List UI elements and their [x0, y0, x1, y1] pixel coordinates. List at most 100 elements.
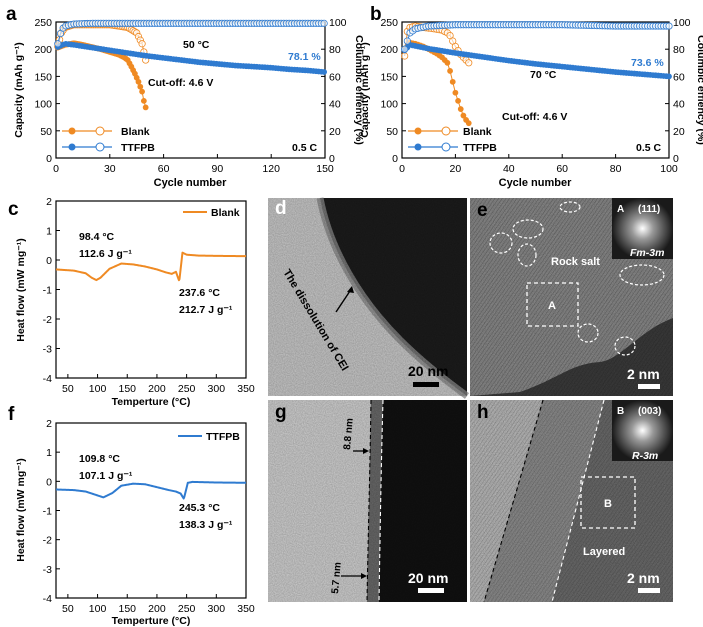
- y2-tick-label: 40: [673, 99, 685, 111]
- scale-bar-label-e: 2 nm: [627, 366, 660, 382]
- data-point: [666, 73, 672, 80]
- x-axis-label-c: Temperture (°C): [112, 396, 191, 408]
- data-point: [321, 69, 328, 75]
- region-label-e: A: [548, 300, 556, 312]
- x-tick-label: 200: [148, 383, 166, 395]
- x-tick-label: 50: [62, 383, 74, 395]
- y2-tick-label: 20: [673, 126, 685, 138]
- data-point: [54, 40, 62, 48]
- y2-tick-label: 40: [329, 99, 341, 111]
- peak1-temp-f: 109.8 °C: [79, 453, 120, 465]
- y-axis-ticks-c: -4 -3 -2 -1 0 1 2: [43, 196, 60, 385]
- x-tick-label: 100: [89, 383, 107, 395]
- panel-letter-b: b: [370, 4, 382, 25]
- legend-marker-filled: [414, 127, 422, 135]
- region-box-h: [580, 476, 636, 529]
- series-a: [54, 19, 328, 111]
- y2-axis-ticks-a: 0 20 40 60 80 100: [321, 17, 347, 165]
- y2-tick-label: 60: [329, 71, 341, 83]
- x-tick-label: 40: [503, 163, 515, 175]
- panel-letter-f: f: [8, 404, 15, 425]
- y-axis-ticks-b: 0 50 100 150 200 250: [380, 17, 406, 165]
- annotation-rate-a: 0.5 C: [292, 142, 318, 154]
- x-tick-label: 30: [104, 163, 116, 175]
- data-point: [320, 19, 328, 27]
- series-c: [55, 251, 247, 282]
- tem-noise-d: [268, 198, 467, 396]
- x-axis-ticks-f: 50 100 150 200 250 300 350: [62, 594, 255, 615]
- annotation-rate-b: 0.5 C: [636, 142, 662, 154]
- data-point: [665, 22, 673, 30]
- legend-marker-open: [95, 142, 105, 152]
- panel-g: g 8.8 nm 5.7 nm 20 nm: [268, 399, 467, 603]
- panel-letter-c: c: [8, 199, 19, 220]
- x-tick-label: 0: [399, 163, 405, 175]
- data-point: [457, 106, 464, 112]
- y-tick-label: 1: [46, 447, 52, 459]
- y-axis-label-a: Capacity (mAh g⁻¹): [13, 42, 25, 137]
- cei-inner-boundary-g: [366, 399, 372, 603]
- grain-outlines-e: [489, 201, 665, 356]
- annotation-retention-a: 78.1 %: [288, 51, 321, 63]
- x-tick-label: 60: [158, 163, 170, 175]
- y-tick-label: 200: [380, 44, 398, 56]
- panel-b: b 0 50 100 150 200 250 0 20 40 60 80 100 0 20 40 60 80…: [359, 4, 703, 189]
- thickness-arrowhead-2-g: [361, 573, 367, 579]
- x-tick-label: 80: [610, 163, 622, 175]
- cei-arrowhead-d: [347, 286, 354, 293]
- plot-frame-b: [401, 21, 670, 159]
- data-point: [142, 104, 149, 111]
- y-tick-label: 100: [380, 99, 398, 111]
- legend-b: Blank TTFPB: [408, 126, 497, 154]
- data-point: [449, 78, 456, 85]
- fft-inset-h: [612, 400, 673, 461]
- y-tick-label: 150: [34, 71, 52, 83]
- x-tick-label: 150: [118, 603, 136, 615]
- scale-bar-label-g: 20 nm: [408, 570, 448, 586]
- peak1-temp-c: 98.4 °C: [79, 231, 115, 243]
- y2-tick-label: 80: [329, 44, 341, 56]
- data-point: [465, 59, 473, 67]
- grain-outline: [614, 336, 636, 356]
- panel-letter-d: d: [275, 198, 287, 219]
- fft-inset-e: [612, 198, 673, 259]
- fft-plane-e: (111): [638, 204, 660, 215]
- grain-outline: [619, 264, 665, 286]
- scale-bar-h: [638, 588, 660, 593]
- series-ttfpb-right: [54, 19, 328, 48]
- x-tick-label: 100: [660, 163, 678, 175]
- y-tick-label: -4: [43, 593, 52, 605]
- data-point: [465, 120, 472, 127]
- legend-marker-open: [441, 142, 451, 152]
- y-axis-ticks-f: -4 -3 -2 -1 0 1 2: [43, 418, 60, 605]
- y-tick-label: -1: [43, 285, 52, 297]
- y-tick-label: 2: [46, 196, 52, 208]
- y2-axis-label-a: Columbic effiency (%): [353, 35, 365, 145]
- grain-outline: [517, 243, 537, 267]
- cei-outer-boundary-g: [378, 399, 384, 603]
- x-axis-label-f: Temperture (°C): [112, 615, 191, 627]
- panel-d: d The dissolution of CEI 20 nm: [268, 197, 470, 399]
- x-tick-label: 50: [62, 603, 74, 615]
- scale-bar-label-d: 20 nm: [408, 363, 448, 379]
- x-axis-ticks-b: 0 20 40 60 80 100: [399, 154, 678, 175]
- space-group-e: Fm-3m: [630, 247, 664, 259]
- legend-label-blank-a: Blank: [121, 126, 150, 138]
- legend-label-ttfpb-f: TTFPB: [206, 431, 240, 443]
- legend-a: Blank TTFPB: [62, 126, 155, 154]
- legend-label-ttfpb-b: TTFPB: [463, 142, 497, 154]
- x-tick-label: 150: [118, 383, 136, 395]
- dsc-curve-blank: [55, 251, 247, 282]
- x-tick-label: 300: [208, 603, 226, 615]
- data-point: [401, 45, 409, 53]
- x-tick-label: 300: [208, 383, 226, 395]
- legend-label-ttfpb-a: TTFPB: [121, 142, 155, 154]
- grain-outline: [512, 219, 544, 239]
- y-tick-label: 2: [46, 418, 52, 430]
- y-axis-ticks-a: 0 50 100 150 200 250: [34, 17, 60, 165]
- fft-plane-h: (003): [638, 406, 661, 417]
- fft-letter-e: A: [617, 204, 624, 215]
- series-ttfpb-right: [401, 21, 673, 53]
- x-tick-label: 120: [262, 163, 280, 175]
- region-label-h: B: [604, 498, 612, 510]
